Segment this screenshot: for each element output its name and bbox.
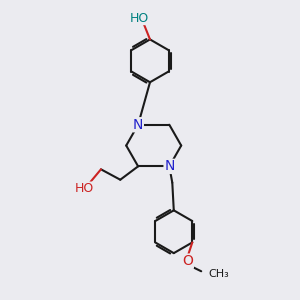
Text: N: N [164, 159, 175, 173]
Text: CH₃: CH₃ [208, 268, 229, 279]
Text: HO: HO [75, 182, 94, 195]
Text: HO: HO [130, 11, 149, 25]
Text: N: N [133, 118, 143, 132]
Text: O: O [182, 254, 193, 268]
